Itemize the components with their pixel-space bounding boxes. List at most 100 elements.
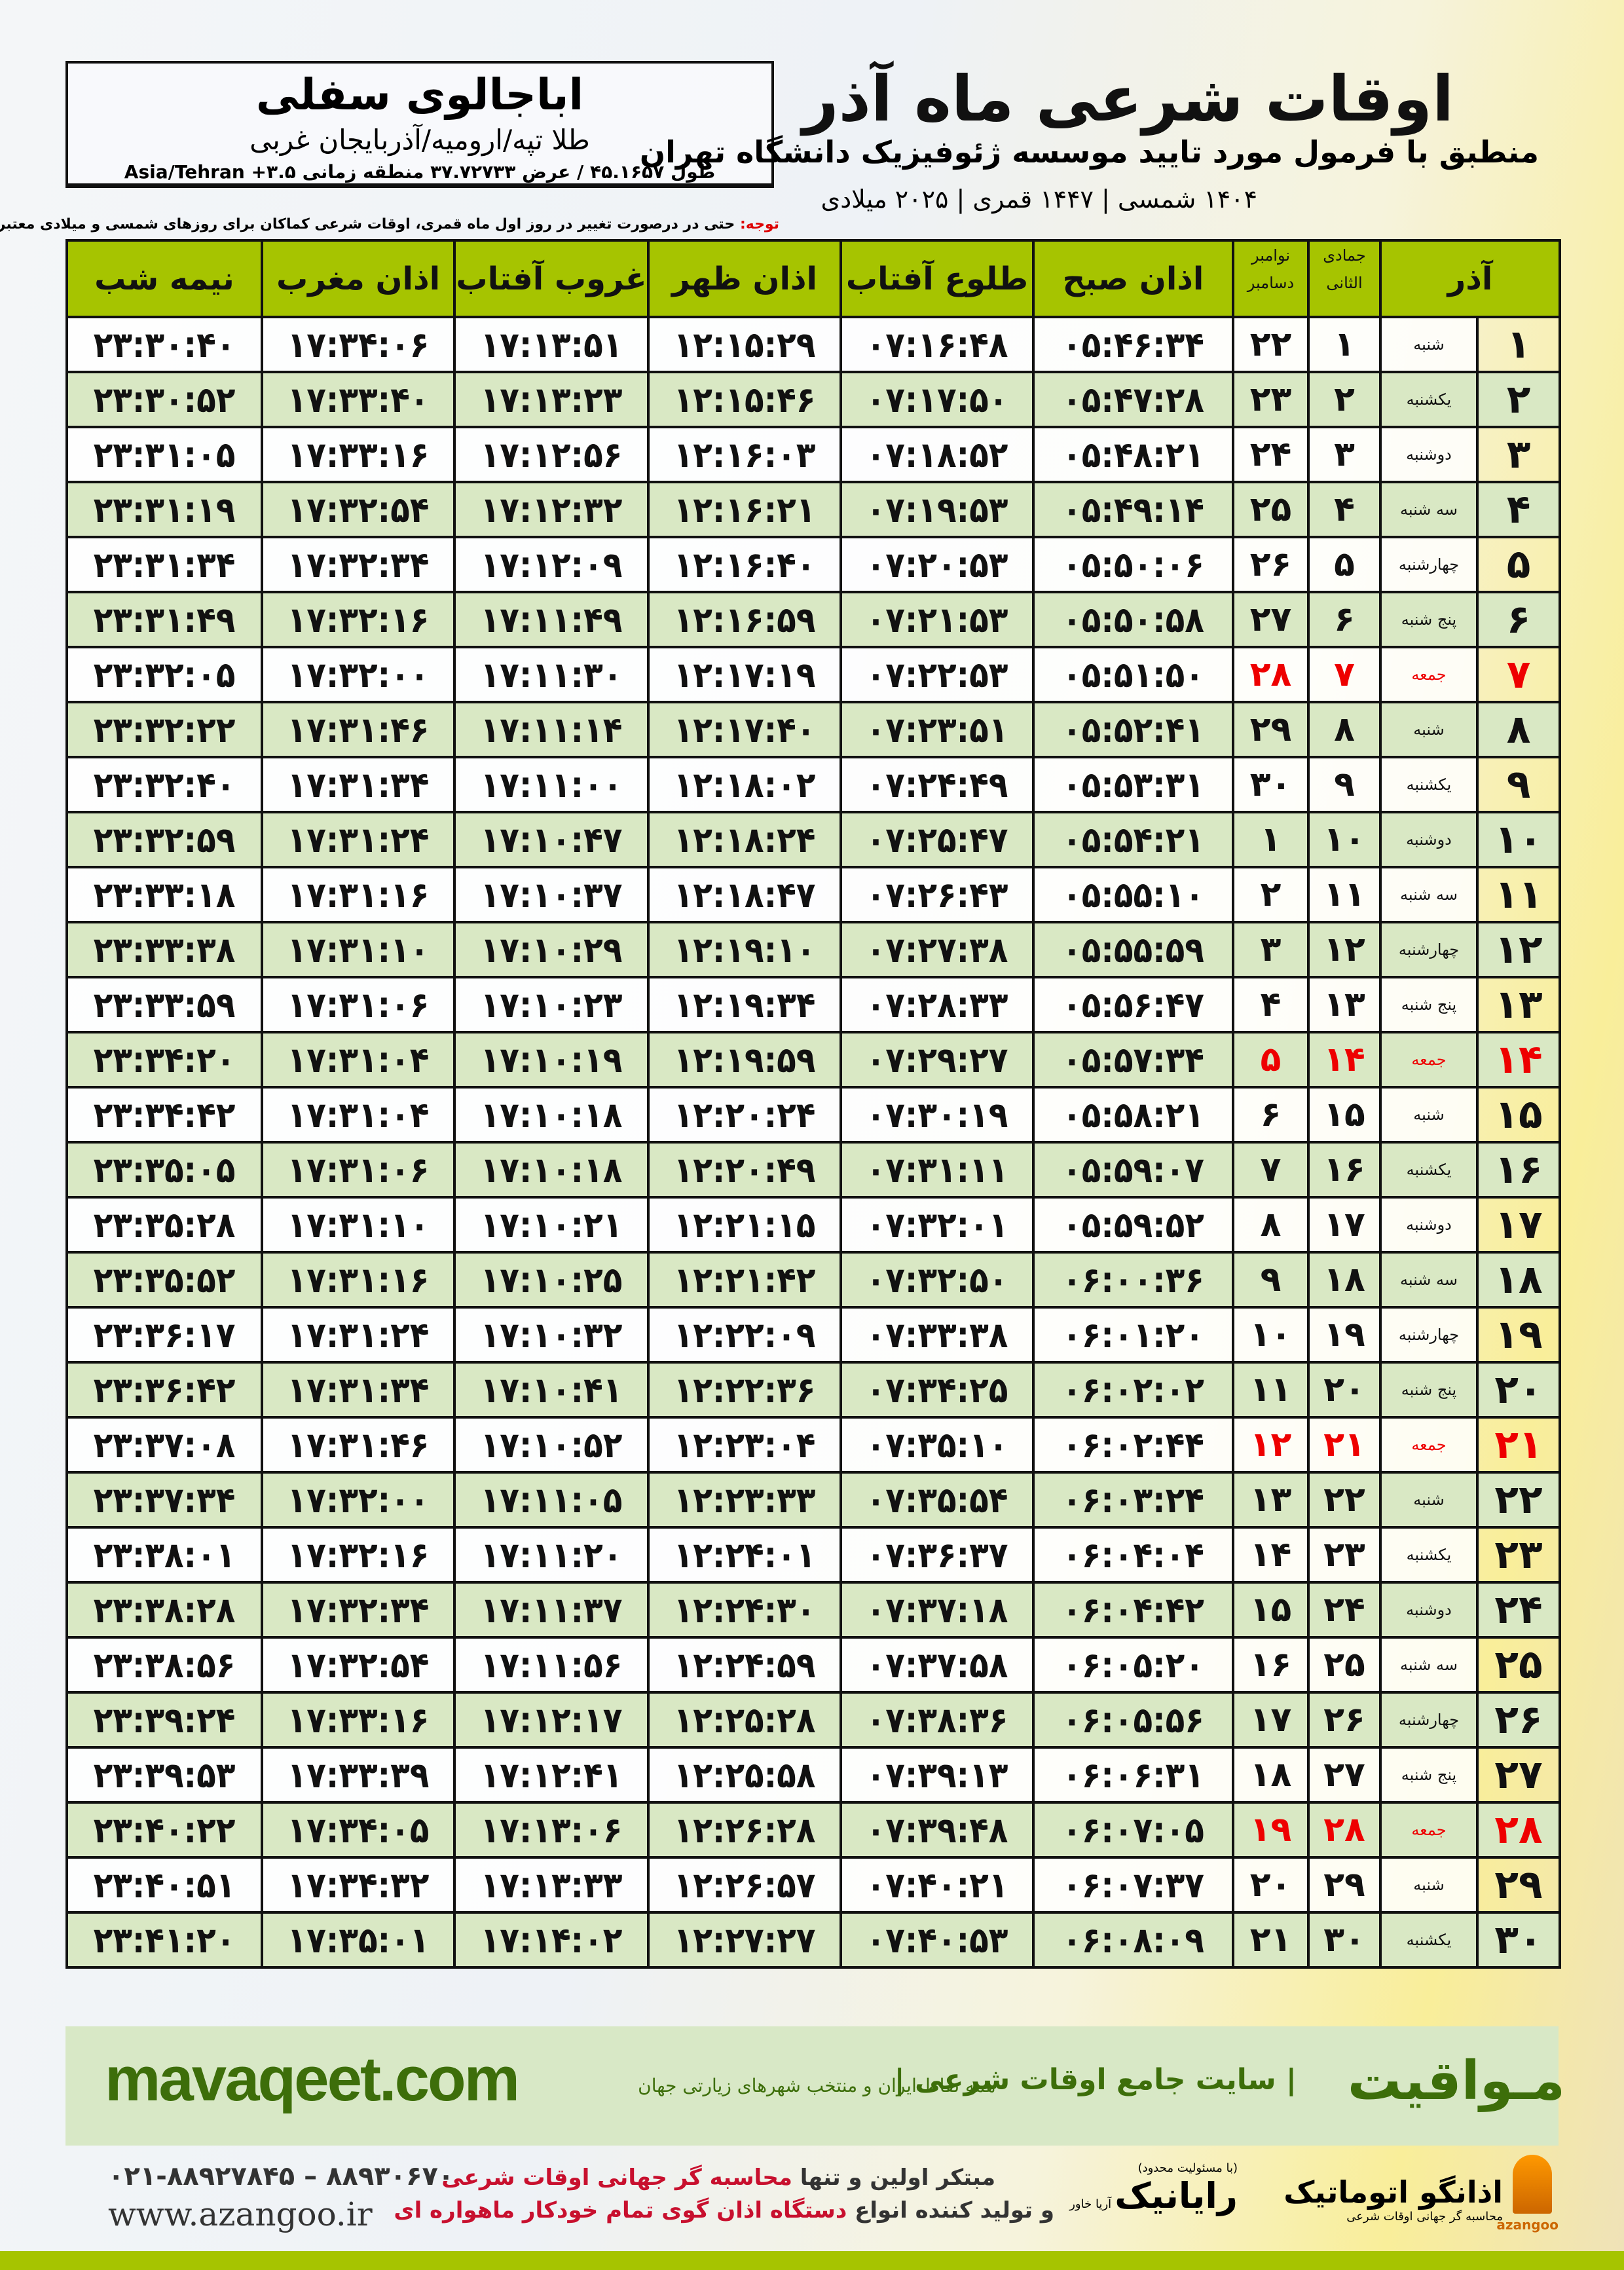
cell-midnight: ۲۳:۴۱:۲۰ [65,1911,263,1969]
cell-weekday: جمعه [1379,646,1479,703]
cell-sunrise: ۰۷:۲۵:۴۷ [840,811,1035,868]
table-row: ۲۸ جمعه ۲۸ ۱۹ ۰۶:۰۷:۰۵ ۰۷:۳۹:۴۸ ۱۲:۲۶:۲۸ ۱۷:۱۳:… [65,1801,1561,1859]
cell-fajr: ۰۵:۵۹:۵۲ [1032,1196,1234,1254]
cell-midnight: ۲۳:۳۸:۵۶ [65,1636,263,1694]
table-row: ۹ یکشنبه ۹ ۳۰ ۰۵:۵۳:۳۱ ۰۷:۲۴:۴۹ ۱۲:۱۸:۰۲ ۱۷:۱۱:… [65,756,1561,813]
cell-maghrib: ۱۷:۳۲:۱۶ [261,591,456,648]
cell-maghrib: ۱۷:۳۱:۳۴ [261,756,456,813]
cell-day: ۲۶ [1476,1691,1561,1749]
cell-sunrise: ۰۷:۳۷:۵۸ [840,1636,1035,1694]
location-path: طلا تپه/ارومیه/آذربایجان غربی [249,124,590,156]
page-title: اوقات شرعی ماه آذر [802,62,1454,136]
bottom-bar [0,2251,1624,2270]
table-row: ۲ یکشنبه ۲ ۲۳ ۰۵:۴۷:۲۸ ۰۷:۱۷:۵۰ ۱۲:۱۵:۴۶ ۱۷:۱۳:… [65,371,1561,428]
cell-hijri-day: ۲۱ [1307,1416,1382,1474]
cell-fajr: ۰۶:۰۸:۰۹ [1032,1911,1234,1969]
cell-midnight: ۲۳:۳۳:۵۹ [65,976,263,1033]
table-row: ۱۹ چهارشنبه ۱۹ ۱۰ ۰۶:۰۱:۲۰ ۰۷:۳۳:۳۸ ۱۲:۲۲:۰۹ ۱۷… [65,1306,1561,1364]
cell-sunset: ۱۷:۱۳:۵۱ [453,316,650,373]
cell-hijri-day: ۸ [1307,701,1382,758]
cell-sunset: ۱۷:۱۰:۳۷ [453,866,650,923]
cell-day: ۱۳ [1476,976,1561,1033]
table-row: ۱ شنبه ۱ ۲۲ ۰۵:۴۶:۳۴ ۰۷:۱۶:۴۸ ۱۲:۱۵:۲۹ ۱۷:۱۳:۵۱… [65,316,1561,373]
cell-weekday: شنبه [1379,1086,1479,1144]
cell-fajr: ۰۵:۴۸:۲۱ [1032,426,1234,483]
table-row: ۶ پنج شنبه ۶ ۲۷ ۰۵:۵۰:۵۸ ۰۷:۲۱:۵۳ ۱۲:۱۶:۵۹ ۱۷:۱… [65,591,1561,648]
cell-maghrib: ۱۷:۳۱:۴۶ [261,701,456,758]
cell-day: ۲۰ [1476,1361,1561,1419]
cell-greg-day: ۱۹ [1232,1801,1310,1859]
cell-midnight: ۲۳:۳۷:۳۴ [65,1471,263,1529]
cell-midnight: ۲۳:۳۱:۴۹ [65,591,263,648]
cell-hijri-day: ۲۲ [1307,1471,1382,1529]
cell-dhuhr: ۱۲:۱۵:۲۹ [647,316,842,373]
cell-day: ۱۵ [1476,1086,1561,1144]
site-link[interactable]: mavaqeet.com [105,2044,520,2114]
azangoo-link[interactable]: www.azangoo.ir [108,2195,373,2233]
cell-midnight: ۲۳:۳۹:۲۴ [65,1691,263,1749]
cell-day: ۷ [1476,646,1561,703]
cell-dhuhr: ۱۲:۱۵:۴۶ [647,371,842,428]
cell-maghrib: ۱۷:۳۲:۰۰ [261,646,456,703]
cell-weekday: دوشنبه [1379,426,1479,483]
cell-hijri-day: ۱۰ [1307,811,1382,868]
cell-weekday: چهارشنبه [1379,536,1479,593]
cell-weekday: سه شنبه [1379,481,1479,538]
azangoo-logo: اذانگو اتوماتیک محاسبه گر جهانی اوقات شر… [1283,2174,1503,2223]
cell-sunset: ۱۷:۱۰:۲۳ [453,976,650,1033]
cell-fajr: ۰۶:۰۶:۳۱ [1032,1746,1234,1804]
cell-sunset: ۱۷:۱۰:۴۱ [453,1361,650,1419]
cell-midnight: ۲۳:۳۵:۰۵ [65,1141,263,1199]
cell-maghrib: ۱۷:۳۳:۴۰ [261,371,456,428]
cell-day: ۲۹ [1476,1856,1561,1914]
cell-hijri-day: ۱۱ [1307,866,1382,923]
cell-dhuhr: ۱۲:۱۹:۳۴ [647,976,842,1033]
cell-maghrib: ۱۷:۳۱:۰۴ [261,1031,456,1088]
cell-sunset: ۱۷:۱۱:۱۴ [453,701,650,758]
cell-sunrise: ۰۷:۳۱:۱۱ [840,1141,1035,1199]
cell-dhuhr: ۱۲:۱۶:۵۹ [647,591,842,648]
note: توجه: حتی در درصورت تغییر در روز اول ماه… [0,216,779,233]
cell-maghrib: ۱۷:۳۱:۱۰ [261,921,456,978]
table-row: ۲۶ چهارشنبه ۲۶ ۱۷ ۰۶:۰۵:۵۶ ۰۷:۳۸:۳۶ ۱۲:۲۵:۲۸ ۱۷… [65,1691,1561,1749]
cell-sunrise: ۰۷:۱۸:۵۲ [840,426,1035,483]
cell-day: ۱۴ [1476,1031,1561,1088]
cell-greg-day: ۱۲ [1232,1416,1310,1474]
cell-hijri-day: ۲۰ [1307,1361,1382,1419]
cell-day: ۱ [1476,316,1561,373]
table-row: ۴ سه شنبه ۴ ۲۵ ۰۵:۴۹:۱۴ ۰۷:۱۹:۵۳ ۱۲:۱۶:۲۱ ۱۷:۱۲… [65,481,1561,538]
table-row: ۱۶ یکشنبه ۱۶ ۷ ۰۵:۵۹:۰۷ ۰۷:۳۱:۱۱ ۱۲:۲۰:۴۹ ۱۷:۱۰… [65,1141,1561,1199]
cell-fajr: ۰۵:۵۰:۰۶ [1032,536,1234,593]
cell-day: ۵ [1476,536,1561,593]
cell-weekday: چهارشنبه [1379,1691,1479,1749]
cell-day: ۱۰ [1476,811,1561,868]
cell-sunrise: ۰۷:۳۵:۱۰ [840,1416,1035,1474]
cell-sunset: ۱۷:۱۱:۵۶ [453,1636,650,1694]
cell-maghrib: ۱۷:۳۱:۰۶ [261,1141,456,1199]
cell-day: ۱۹ [1476,1306,1561,1364]
cell-midnight: ۲۳:۳۳:۱۸ [65,866,263,923]
cell-fajr: ۰۶:۰۳:۲۴ [1032,1471,1234,1529]
cell-hijri-day: ۴ [1307,481,1382,538]
col-greg-1: نوامبر [1251,246,1291,265]
cell-fajr: ۰۶:۰۷:۰۵ [1032,1801,1234,1859]
table-row: ۲۱ جمعه ۲۱ ۱۲ ۰۶:۰۲:۴۴ ۰۷:۳۵:۱۰ ۱۲:۲۳:۰۴ ۱۷:۱۰:… [65,1416,1561,1474]
cell-midnight: ۲۳:۳۲:۰۵ [65,646,263,703]
cell-hijri-day: ۲ [1307,371,1382,428]
cell-fajr: ۰۵:۵۹:۰۷ [1032,1141,1234,1199]
cell-sunrise: ۰۷:۲۱:۵۳ [840,591,1035,648]
cell-sunset: ۱۷:۱۱:۳۷ [453,1581,650,1639]
note-text: حتی در درصورت تغییر در روز اول ماه قمری،… [0,216,740,233]
year-line: ۱۴۰۴ شمسی | ۱۴۴۷ قمری | ۲۰۲۵ میلادی [821,185,1257,214]
cell-dhuhr: ۱۲:۲۷:۲۷ [647,1911,842,1969]
table-row: ۳ دوشنبه ۳ ۲۴ ۰۵:۴۸:۲۱ ۰۷:۱۸:۵۲ ۱۲:۱۶:۰۳ ۱۷:۱۲:… [65,426,1561,483]
table-row: ۱۵ شنبه ۱۵ ۶ ۰۵:۵۸:۲۱ ۰۷:۳۰:۱۹ ۱۲:۲۰:۲۴ ۱۷:۱۰:۱… [65,1086,1561,1144]
cell-sunset: ۱۷:۱۳:۰۶ [453,1801,650,1859]
cell-weekday: شنبه [1379,701,1479,758]
cell-maghrib: ۱۷:۳۲:۵۴ [261,1636,456,1694]
cell-sunset: ۱۷:۱۰:۲۵ [453,1251,650,1309]
location-coords: طول ۴۵.۱۶۵۷ / عرض ۳۷.۷۲۷۳۳ منطقه زمانی ۳… [124,161,716,183]
table-row: ۲۵ سه شنبه ۲۵ ۱۶ ۰۶:۰۵:۲۰ ۰۷:۳۷:۵۸ ۱۲:۲۴:۵۹ ۱۷:… [65,1636,1561,1694]
cell-dhuhr: ۱۲:۲۶:۲۸ [647,1801,842,1859]
cell-maghrib: ۱۷:۳۲:۳۴ [261,1581,456,1639]
